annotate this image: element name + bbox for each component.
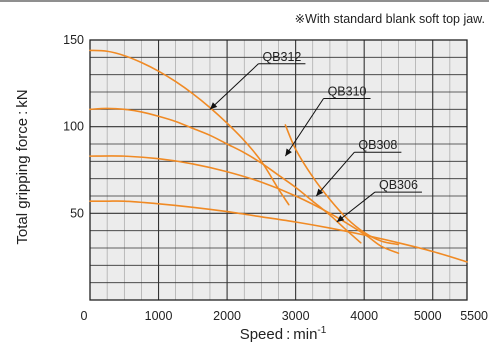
- series-line-qb308: [89, 155, 400, 254]
- top-border: [0, 0, 489, 2]
- series-label-qb312: QB312: [262, 50, 301, 64]
- series-pointer-line: [209, 63, 259, 110]
- series-pointer-line: [336, 191, 376, 223]
- series-pointer-arrowhead: [285, 148, 292, 157]
- series-pointer-arrowhead: [336, 215, 345, 222]
- series-pointer-line: [315, 151, 355, 197]
- y-tick-label: 100: [63, 120, 84, 134]
- minor-grid: [90, 40, 467, 300]
- series-pointer-arrowhead: [209, 102, 218, 110]
- x-tick-label: 4000: [350, 309, 378, 323]
- series-label-qb310: QB310: [328, 84, 367, 98]
- x-tick-label: 2000: [213, 309, 241, 323]
- plot-frame: [89, 39, 468, 301]
- series-line-qb306: [89, 200, 468, 263]
- series-label-qb306: QB306: [379, 178, 418, 192]
- chart-note: ※With standard blank soft top jaw.: [295, 12, 485, 26]
- series-line-qb310: [89, 107, 362, 244]
- x-tick-label: 5000: [414, 309, 442, 323]
- x-axis-title-superscript: -1: [317, 325, 326, 336]
- x-axis-title: Speed : min-1: [240, 325, 327, 342]
- series-line-qb312: [89, 49, 290, 206]
- y-tick-label: 50: [70, 206, 84, 220]
- series-line-unlabeled: [284, 124, 400, 246]
- series-pointer-arrowhead: [316, 188, 324, 196]
- x-axis-title-text: Speed : min: [240, 326, 318, 342]
- major-grid: [90, 40, 467, 300]
- y-tick-label: 150: [63, 33, 84, 47]
- x-tick-label: 0: [81, 309, 88, 323]
- y-axis-title: Total gripping force : kN: [14, 89, 31, 244]
- x-tick-labels: 0 1000 2000 3000 4000 5000 5500: [81, 309, 489, 323]
- x-tick-label: 5500: [460, 309, 488, 323]
- series-labels: QB312 QB310 QB308 QB306: [209, 50, 422, 223]
- x-tick-label: 3000: [282, 309, 310, 323]
- series-lines: [89, 49, 468, 263]
- series-label-qb308: QB308: [358, 138, 397, 152]
- x-tick-label: 1000: [145, 309, 173, 323]
- y-tick-labels: 50 100 150: [63, 33, 84, 220]
- series-pointer-line: [284, 98, 324, 157]
